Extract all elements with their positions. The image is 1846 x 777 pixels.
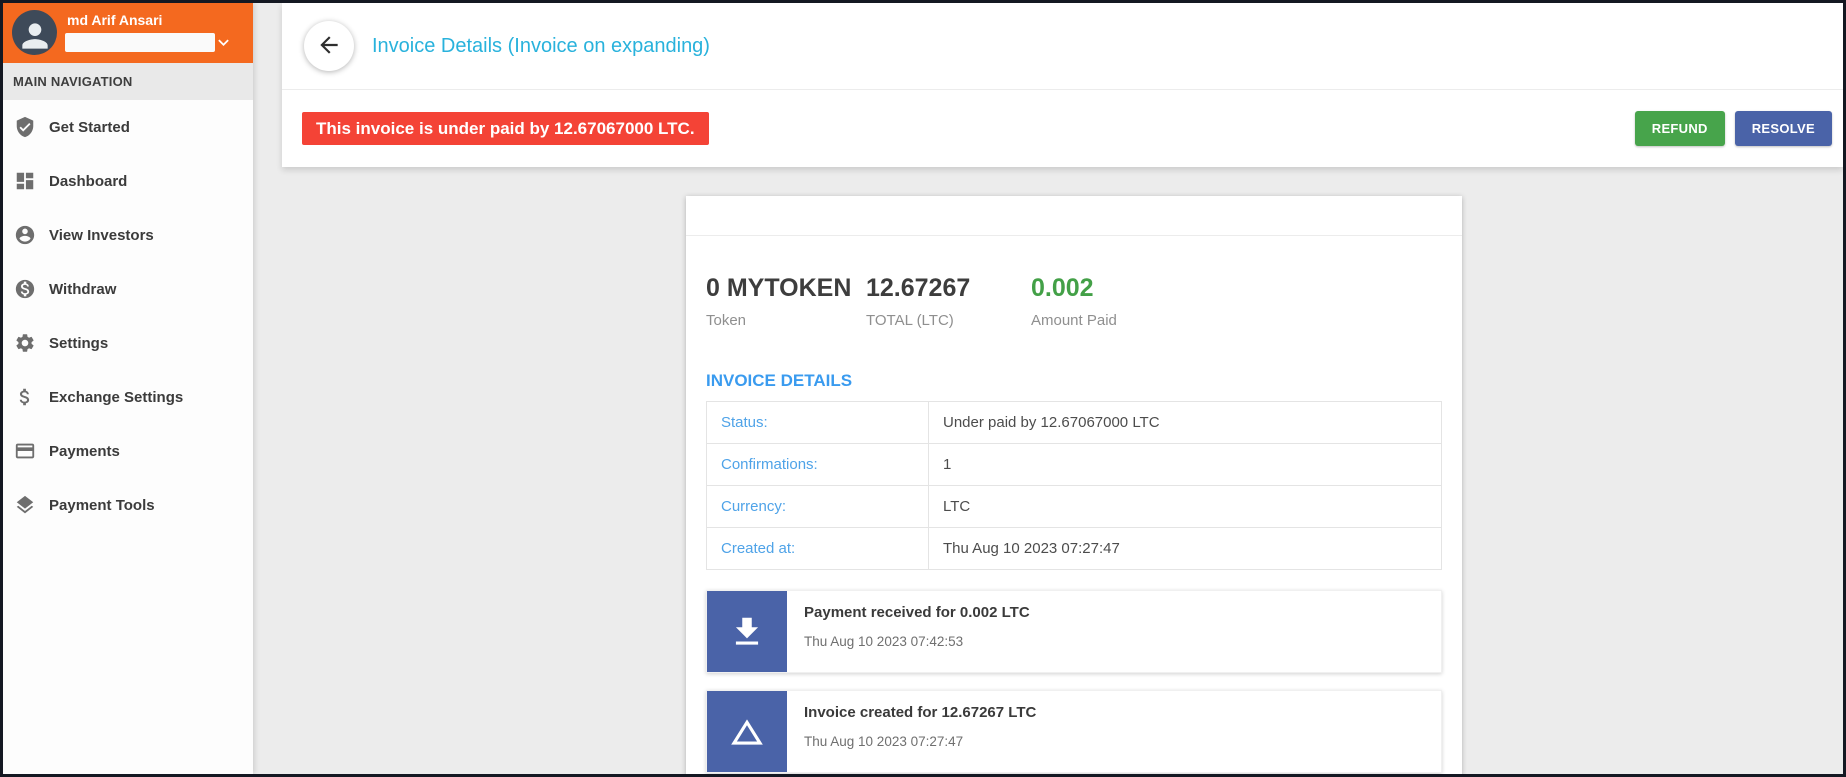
download-icon (707, 591, 787, 672)
invoice-timeline: Payment received for 0.002 LTC Thu Aug 1… (706, 590, 1442, 773)
sidebar-item-get-started[interactable]: Get Started (3, 100, 253, 154)
user-name: md Arif Ansari (67, 12, 163, 28)
chevron-down-icon[interactable] (213, 32, 234, 53)
event-body: Invoice created for 12.67267 LTC Thu Aug… (787, 691, 1053, 772)
timeline-event: Payment received for 0.002 LTC Thu Aug 1… (706, 590, 1442, 673)
dollar-icon (14, 386, 36, 408)
detail-label: Confirmations: (706, 443, 929, 486)
summary-item: 12.67267 TOTAL (LTC) (866, 274, 1031, 329)
nav-list: Get Started Dashboard View Investors Wit… (3, 100, 253, 532)
timeline-event: Invoice created for 12.67267 LTC Thu Aug… (706, 690, 1442, 773)
triangle-icon (707, 691, 787, 772)
person-circle-icon (14, 224, 36, 246)
detail-value: Thu Aug 10 2023 07:27:47 (928, 527, 1442, 570)
sidebar-item-view-investors[interactable]: View Investors (3, 208, 253, 262)
event-timestamp: Thu Aug 10 2023 07:27:47 (804, 734, 964, 749)
summary-label: Token (706, 312, 747, 329)
layers-icon (14, 494, 36, 516)
detail-value: LTC (928, 485, 1442, 528)
action-row: This invoice is under paid by 12.6706700… (282, 90, 1843, 166)
invoice-card-body: 0 MYTOKEN Token 12.67267 TOTAL (LTC) 0.0… (686, 236, 1462, 774)
summary-label: TOTAL (LTC) (866, 312, 954, 329)
underpaid-alert-banner: This invoice is under paid by 12.6706700… (302, 111, 709, 145)
summary-label: Amount Paid (1031, 312, 1117, 329)
detail-value: 1 (928, 443, 1442, 486)
invoice-card: 0 MYTOKEN Token 12.67267 TOTAL (LTC) 0.0… (686, 196, 1462, 774)
invoice-summary-row: 0 MYTOKEN Token 12.67267 TOTAL (LTC) 0.0… (706, 274, 1442, 329)
sidebar-item-settings[interactable]: Settings (3, 316, 253, 370)
dollar-circle-icon (14, 278, 36, 300)
detail-label: Currency: (706, 485, 929, 528)
credit-card-icon (14, 440, 36, 462)
summary-value: 0.002 (1031, 274, 1094, 302)
summary-item: 0.002 Amount Paid (1031, 274, 1196, 329)
sidebar-item-label: Payments (49, 442, 120, 460)
arrow-left-icon (316, 32, 342, 61)
invoice-detail-row: Currency: LTC (706, 485, 1442, 528)
user-panel: md Arif Ansari (3, 3, 253, 63)
title-row: Invoice Details (Invoice on expanding) (282, 3, 1843, 90)
gear-icon (14, 332, 36, 354)
sidebar-item-label: View Investors (49, 226, 154, 244)
invoice-details-heading: INVOICE DETAILS (706, 371, 853, 390)
avatar (12, 10, 57, 55)
nav-section-header: MAIN NAVIGATION (3, 63, 253, 100)
dashboard-icon (14, 170, 36, 192)
back-button[interactable] (304, 21, 354, 71)
sidebar-item-label: Withdraw (49, 280, 117, 298)
event-title: Invoice created for 12.67267 LTC (804, 704, 1037, 721)
invoice-card-header (686, 196, 1462, 236)
summary-item: 0 MYTOKEN Token (706, 274, 866, 329)
page-title: Invoice Details (Invoice on expanding) (372, 34, 710, 57)
user-dropdown-field[interactable] (65, 33, 215, 52)
sidebar-item-withdraw[interactable]: Withdraw (3, 262, 253, 316)
summary-value: 0 MYTOKEN (706, 274, 852, 302)
shield-check-icon (14, 116, 36, 138)
page-header-panel: Invoice Details (Invoice on expanding) T… (282, 3, 1843, 167)
sidebar-item-label: Exchange Settings (49, 388, 184, 406)
detail-label: Status: (706, 401, 929, 444)
invoice-detail-row: Confirmations: 1 (706, 443, 1442, 486)
invoice-detail-row: Created at: Thu Aug 10 2023 07:27:47 (706, 527, 1442, 570)
invoice-detail-row: Status: Under paid by 12.67067000 LTC (706, 401, 1442, 444)
sidebar-item-label: Payment Tools (49, 496, 155, 514)
sidebar-item-payment-tools[interactable]: Payment Tools (3, 478, 253, 532)
event-body: Payment received for 0.002 LTC Thu Aug 1… (787, 591, 1047, 672)
refund-button[interactable]: REFUND (1634, 110, 1725, 146)
event-title: Payment received for 0.002 LTC (804, 604, 1030, 621)
sidebar-item-payments[interactable]: Payments (3, 424, 253, 478)
sidebar-item-label: Settings (49, 334, 109, 352)
event-timestamp: Thu Aug 10 2023 07:42:53 (804, 634, 964, 649)
sidebar: md Arif Ansari MAIN NAVIGATION Get Start… (3, 3, 253, 774)
invoice-details-table: Status: Under paid by 12.67067000 LTC Co… (706, 401, 1442, 570)
sidebar-item-label: Dashboard (49, 172, 128, 190)
summary-value: 12.67267 (866, 274, 971, 302)
sidebar-item-exchange-settings[interactable]: Exchange Settings (3, 370, 253, 424)
action-buttons: REFUND RESOLVE (1625, 110, 1832, 146)
detail-label: Created at: (706, 527, 929, 570)
resolve-button[interactable]: RESOLVE (1734, 110, 1832, 146)
sidebar-item-label: Get Started (49, 118, 130, 136)
sidebar-item-dashboard[interactable]: Dashboard (3, 154, 253, 208)
detail-value: Under paid by 12.67067000 LTC (928, 401, 1442, 444)
